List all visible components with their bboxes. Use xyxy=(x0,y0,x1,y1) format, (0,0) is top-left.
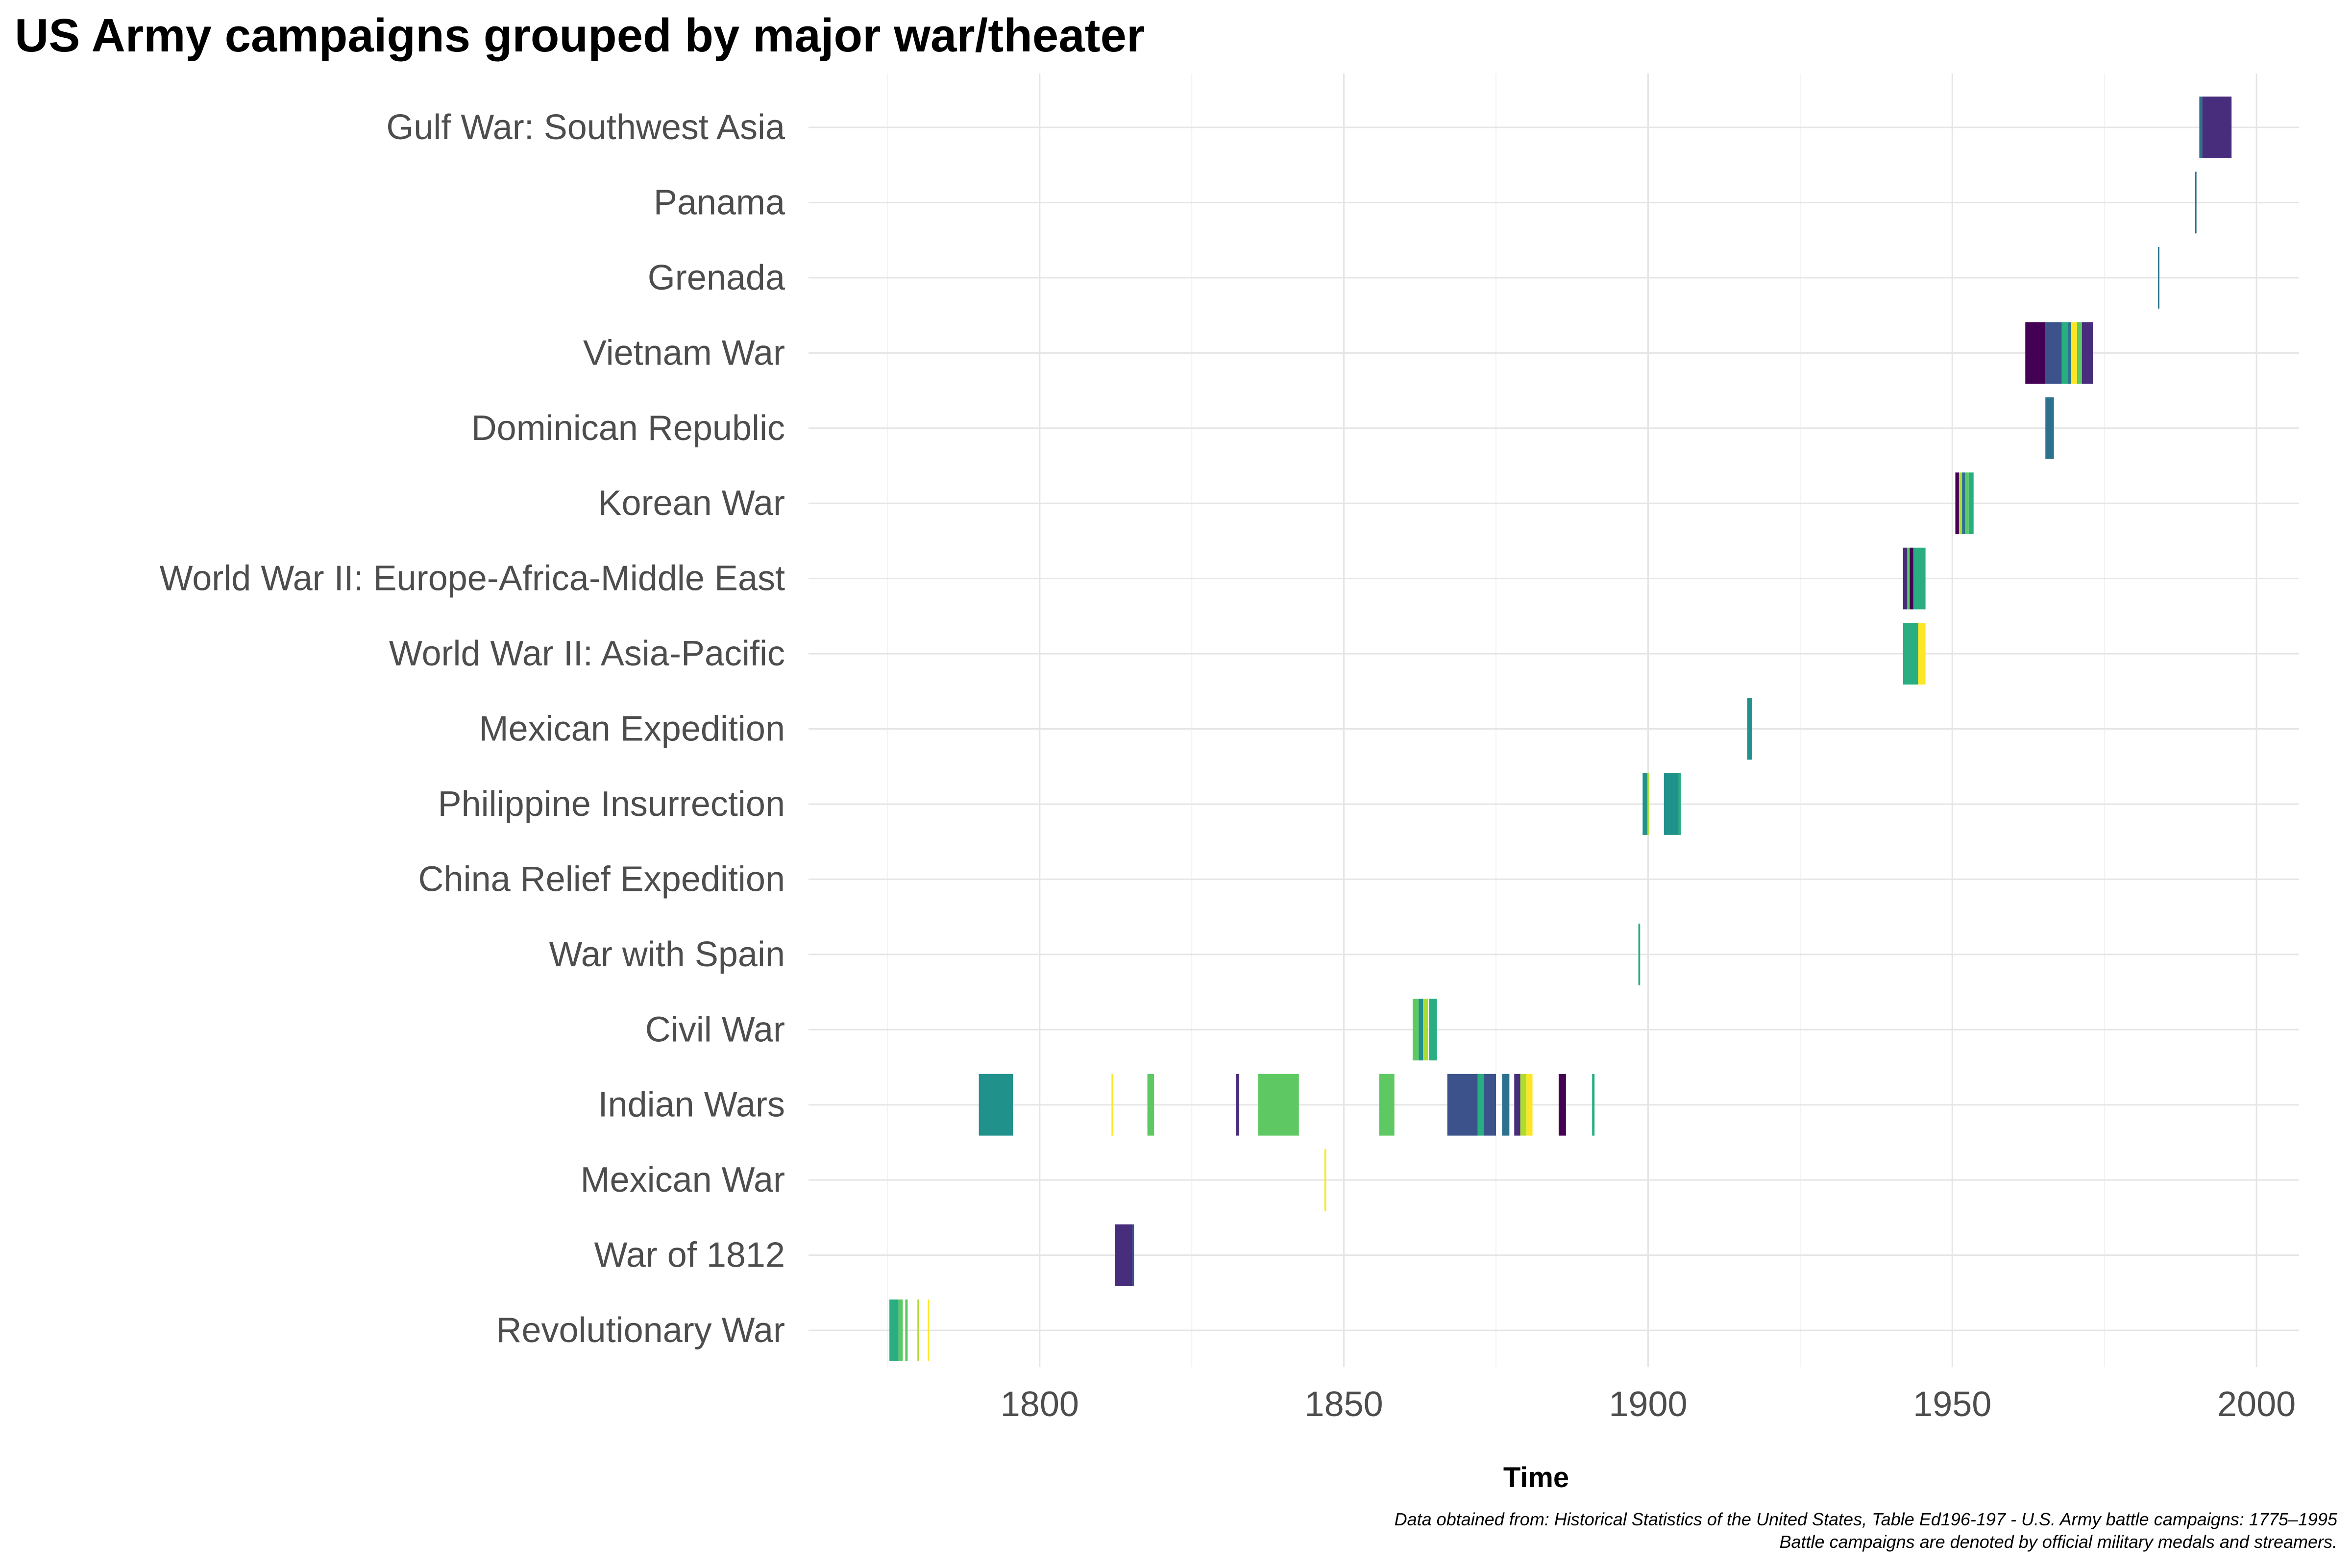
campaign-bar xyxy=(1258,1074,1299,1136)
category-label: Philippine Insurrection xyxy=(438,784,785,824)
campaign-bar xyxy=(917,1299,919,1361)
campaign-bar xyxy=(1959,472,1962,535)
x-tick-label: 1950 xyxy=(1913,1385,1991,1424)
category-label: Grenada xyxy=(648,258,785,297)
x-tick-label: 1850 xyxy=(1305,1385,1383,1424)
campaign-bar xyxy=(1520,1074,1527,1136)
campaign-bar xyxy=(1903,547,1908,610)
campaign-bar xyxy=(2071,322,2077,384)
x-tick-label: 2000 xyxy=(2217,1385,2296,1424)
x-tick-label: 1800 xyxy=(1001,1385,1079,1424)
campaign-bar xyxy=(1429,999,1437,1061)
chart-title: US Army campaigns grouped by major war/t… xyxy=(15,9,1145,62)
campaign-bar xyxy=(2077,322,2082,384)
campaign-bar xyxy=(1907,547,1910,610)
campaign-bar xyxy=(2044,322,2062,384)
campaign-bar xyxy=(2045,397,2054,459)
campaign-bar xyxy=(1412,999,1419,1061)
campaign-bar xyxy=(979,1074,1013,1136)
category-label: Revolutionary War xyxy=(496,1311,785,1350)
campaign-bar xyxy=(1514,1074,1520,1136)
campaign-bar xyxy=(928,1299,930,1361)
campaign-bar xyxy=(2157,246,2159,309)
category-label: Gulf War: Southwest Asia xyxy=(386,108,785,147)
category-label: Dominican Republic xyxy=(471,409,785,448)
category-label: World War II: Asia-Pacific xyxy=(389,634,785,673)
campaign-bar xyxy=(889,1299,899,1361)
campaign-bar xyxy=(1324,1149,1326,1211)
campaign-bar xyxy=(2195,172,2197,234)
campaign-bar xyxy=(1132,1224,1134,1286)
campaign-bar xyxy=(1115,1224,1132,1286)
campaign-bar xyxy=(2202,97,2232,158)
campaign-bar xyxy=(1965,472,1969,535)
campaign-bar xyxy=(2061,322,2068,384)
campaign-bar xyxy=(1962,472,1965,535)
campaign-bar xyxy=(1664,773,1679,835)
category-label: Civil War xyxy=(645,1010,785,1049)
category-label: World War II: Europe-Africa-Middle East xyxy=(160,559,785,598)
campaign-bar xyxy=(1477,1074,1484,1136)
category-label: War with Spain xyxy=(549,935,785,974)
campaign-bar xyxy=(1484,1074,1496,1136)
campaign-bar xyxy=(1903,623,1918,685)
x-tick-label: 1900 xyxy=(1609,1385,1687,1424)
campaign-bar xyxy=(905,1299,908,1361)
campaign-bar xyxy=(1502,1074,1510,1136)
category-label: Mexican War xyxy=(581,1160,785,1200)
campaign-bars xyxy=(889,97,2232,1361)
campaign-bar xyxy=(1111,1074,1114,1136)
campaign-bar xyxy=(1558,1074,1566,1136)
campaign-bar xyxy=(1910,547,1913,610)
campaign-bar xyxy=(1526,1074,1533,1136)
campaign-bar xyxy=(1747,698,1752,760)
campaign-bar xyxy=(2199,97,2203,158)
category-label: War of 1812 xyxy=(594,1236,785,1275)
category-label: Vietnam War xyxy=(583,333,785,372)
campaign-bar xyxy=(1419,999,1423,1061)
campaign-bar xyxy=(1647,773,1649,835)
x-axis-tick-labels: 1800 1850 1900 1950 2000 xyxy=(1001,1385,2296,1424)
campaign-bar xyxy=(1678,773,1681,835)
grid-lines xyxy=(808,74,2299,1367)
campaign-bar xyxy=(1918,623,1926,685)
campaign-bar xyxy=(1147,1074,1154,1136)
campaign-bar xyxy=(1236,1074,1240,1136)
category-label: Panama xyxy=(654,183,785,222)
campaign-bar xyxy=(1379,1074,1395,1136)
y-axis-labels: Revolutionary War War of 1812 Mexican War I… xyxy=(160,108,785,1350)
campaign-bar xyxy=(1642,773,1648,835)
category-label: Mexican Expedition xyxy=(479,710,785,749)
campaign-bar xyxy=(898,1299,903,1361)
campaign-bar xyxy=(1423,999,1428,1061)
campaign-bar xyxy=(1638,923,1641,985)
caption-source: Data obtained from: Historical Statistic… xyxy=(1394,1509,2337,1529)
campaign-bar xyxy=(1968,472,1974,535)
campaign-bar xyxy=(1913,547,1926,610)
campaign-bar xyxy=(1955,472,1959,535)
category-label: China Relief Expedition xyxy=(418,859,785,899)
campaign-bar xyxy=(1447,1074,1478,1136)
campaign-bar xyxy=(2068,322,2071,384)
campaign-bar xyxy=(2025,322,2045,384)
x-axis-title: Time xyxy=(1503,1462,1569,1494)
campaign-bar xyxy=(2082,322,2093,384)
category-label: Indian Wars xyxy=(598,1085,785,1125)
caption-note: Battle campaigns are denoted by official… xyxy=(1779,1532,2337,1552)
campaign-bar xyxy=(1592,1074,1595,1136)
category-label: Korean War xyxy=(598,484,785,523)
